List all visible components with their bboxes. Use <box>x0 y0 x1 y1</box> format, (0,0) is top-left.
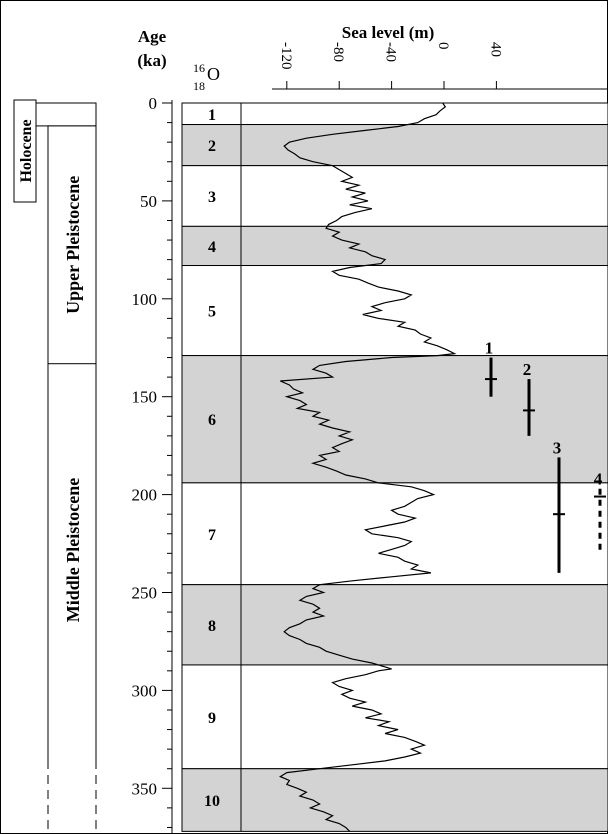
holocene-band <box>35 102 97 127</box>
age-axis-ticks: 0 50 100 150 200 250 300 350 <box>132 94 172 828</box>
stage-label: 10 <box>204 793 220 810</box>
isotope-stages: 1 2 3 4 5 6 7 8 9 10 <box>181 102 608 832</box>
stage-label: 7 <box>208 527 216 544</box>
stage-band <box>181 584 608 666</box>
sea-level-tick-label: 0 <box>435 42 451 50</box>
chart-title: Sea level (m) <box>342 23 435 42</box>
upper-pleistocene-band <box>47 125 97 365</box>
age-tick-label: 300 <box>132 681 158 700</box>
epoch-column: Holocene Upper Pleistocene Middle Pleistoc… <box>13 99 97 834</box>
highstand-markers: 1 2 3 4 <box>485 339 606 573</box>
age-tick-label: 200 <box>132 486 158 505</box>
oxygen-symbol: O <box>207 64 220 84</box>
sea-level-curve <box>278 102 457 832</box>
holocene-box <box>13 99 37 203</box>
epoch-label: Middle Pleistocene <box>63 478 83 622</box>
stage-band <box>181 102 608 126</box>
stage-band <box>181 664 608 770</box>
sea-level-tick-label: -40 <box>383 42 399 62</box>
epoch-label: Holocene <box>18 119 35 182</box>
stage-label: 8 <box>208 618 216 635</box>
stage-band <box>181 355 608 484</box>
sea-level-tick-label: -120 <box>278 42 294 70</box>
age-tick-label: 350 <box>132 779 158 798</box>
stage-label: 6 <box>208 412 216 429</box>
stage-label: 2 <box>208 138 216 155</box>
oxygen-ratio-label: 16 18 O <box>193 61 220 93</box>
marker-label: 3 <box>553 438 562 457</box>
stage-label: 3 <box>208 189 216 206</box>
o16-mass: 16 <box>193 61 205 75</box>
epoch-label: Upper Pleistocene <box>63 176 83 314</box>
o18-mass: 18 <box>193 79 205 93</box>
marker-label: 4 <box>594 470 603 489</box>
stage-label: 1 <box>208 107 216 124</box>
stage-band <box>181 225 608 267</box>
age-axis-unit: (ka) <box>137 51 166 70</box>
marker-label: 1 <box>485 339 494 358</box>
age-tick-label: 50 <box>140 192 157 211</box>
stage-label: 4 <box>208 239 216 256</box>
stage-band <box>181 265 608 357</box>
age-tick-label: 100 <box>132 290 158 309</box>
age-tick-label: 250 <box>132 584 158 603</box>
marker-label: 2 <box>523 360 532 379</box>
stage-band <box>181 482 608 586</box>
sea-level-axis-ticks: -120 -80 -40 0 40 <box>278 42 503 89</box>
sea-level-tick-label: -80 <box>330 42 346 62</box>
stage-band <box>181 165 608 227</box>
sea-level-tick-label: 40 <box>487 42 503 57</box>
age-axis-label: Age <box>138 27 167 46</box>
stage-label: 9 <box>208 710 216 727</box>
age-tick-label: 150 <box>132 388 158 407</box>
age-tick-label: 0 <box>149 94 158 113</box>
stage-band <box>181 124 608 167</box>
stage-label: 5 <box>208 304 216 321</box>
stage-band <box>181 768 608 832</box>
